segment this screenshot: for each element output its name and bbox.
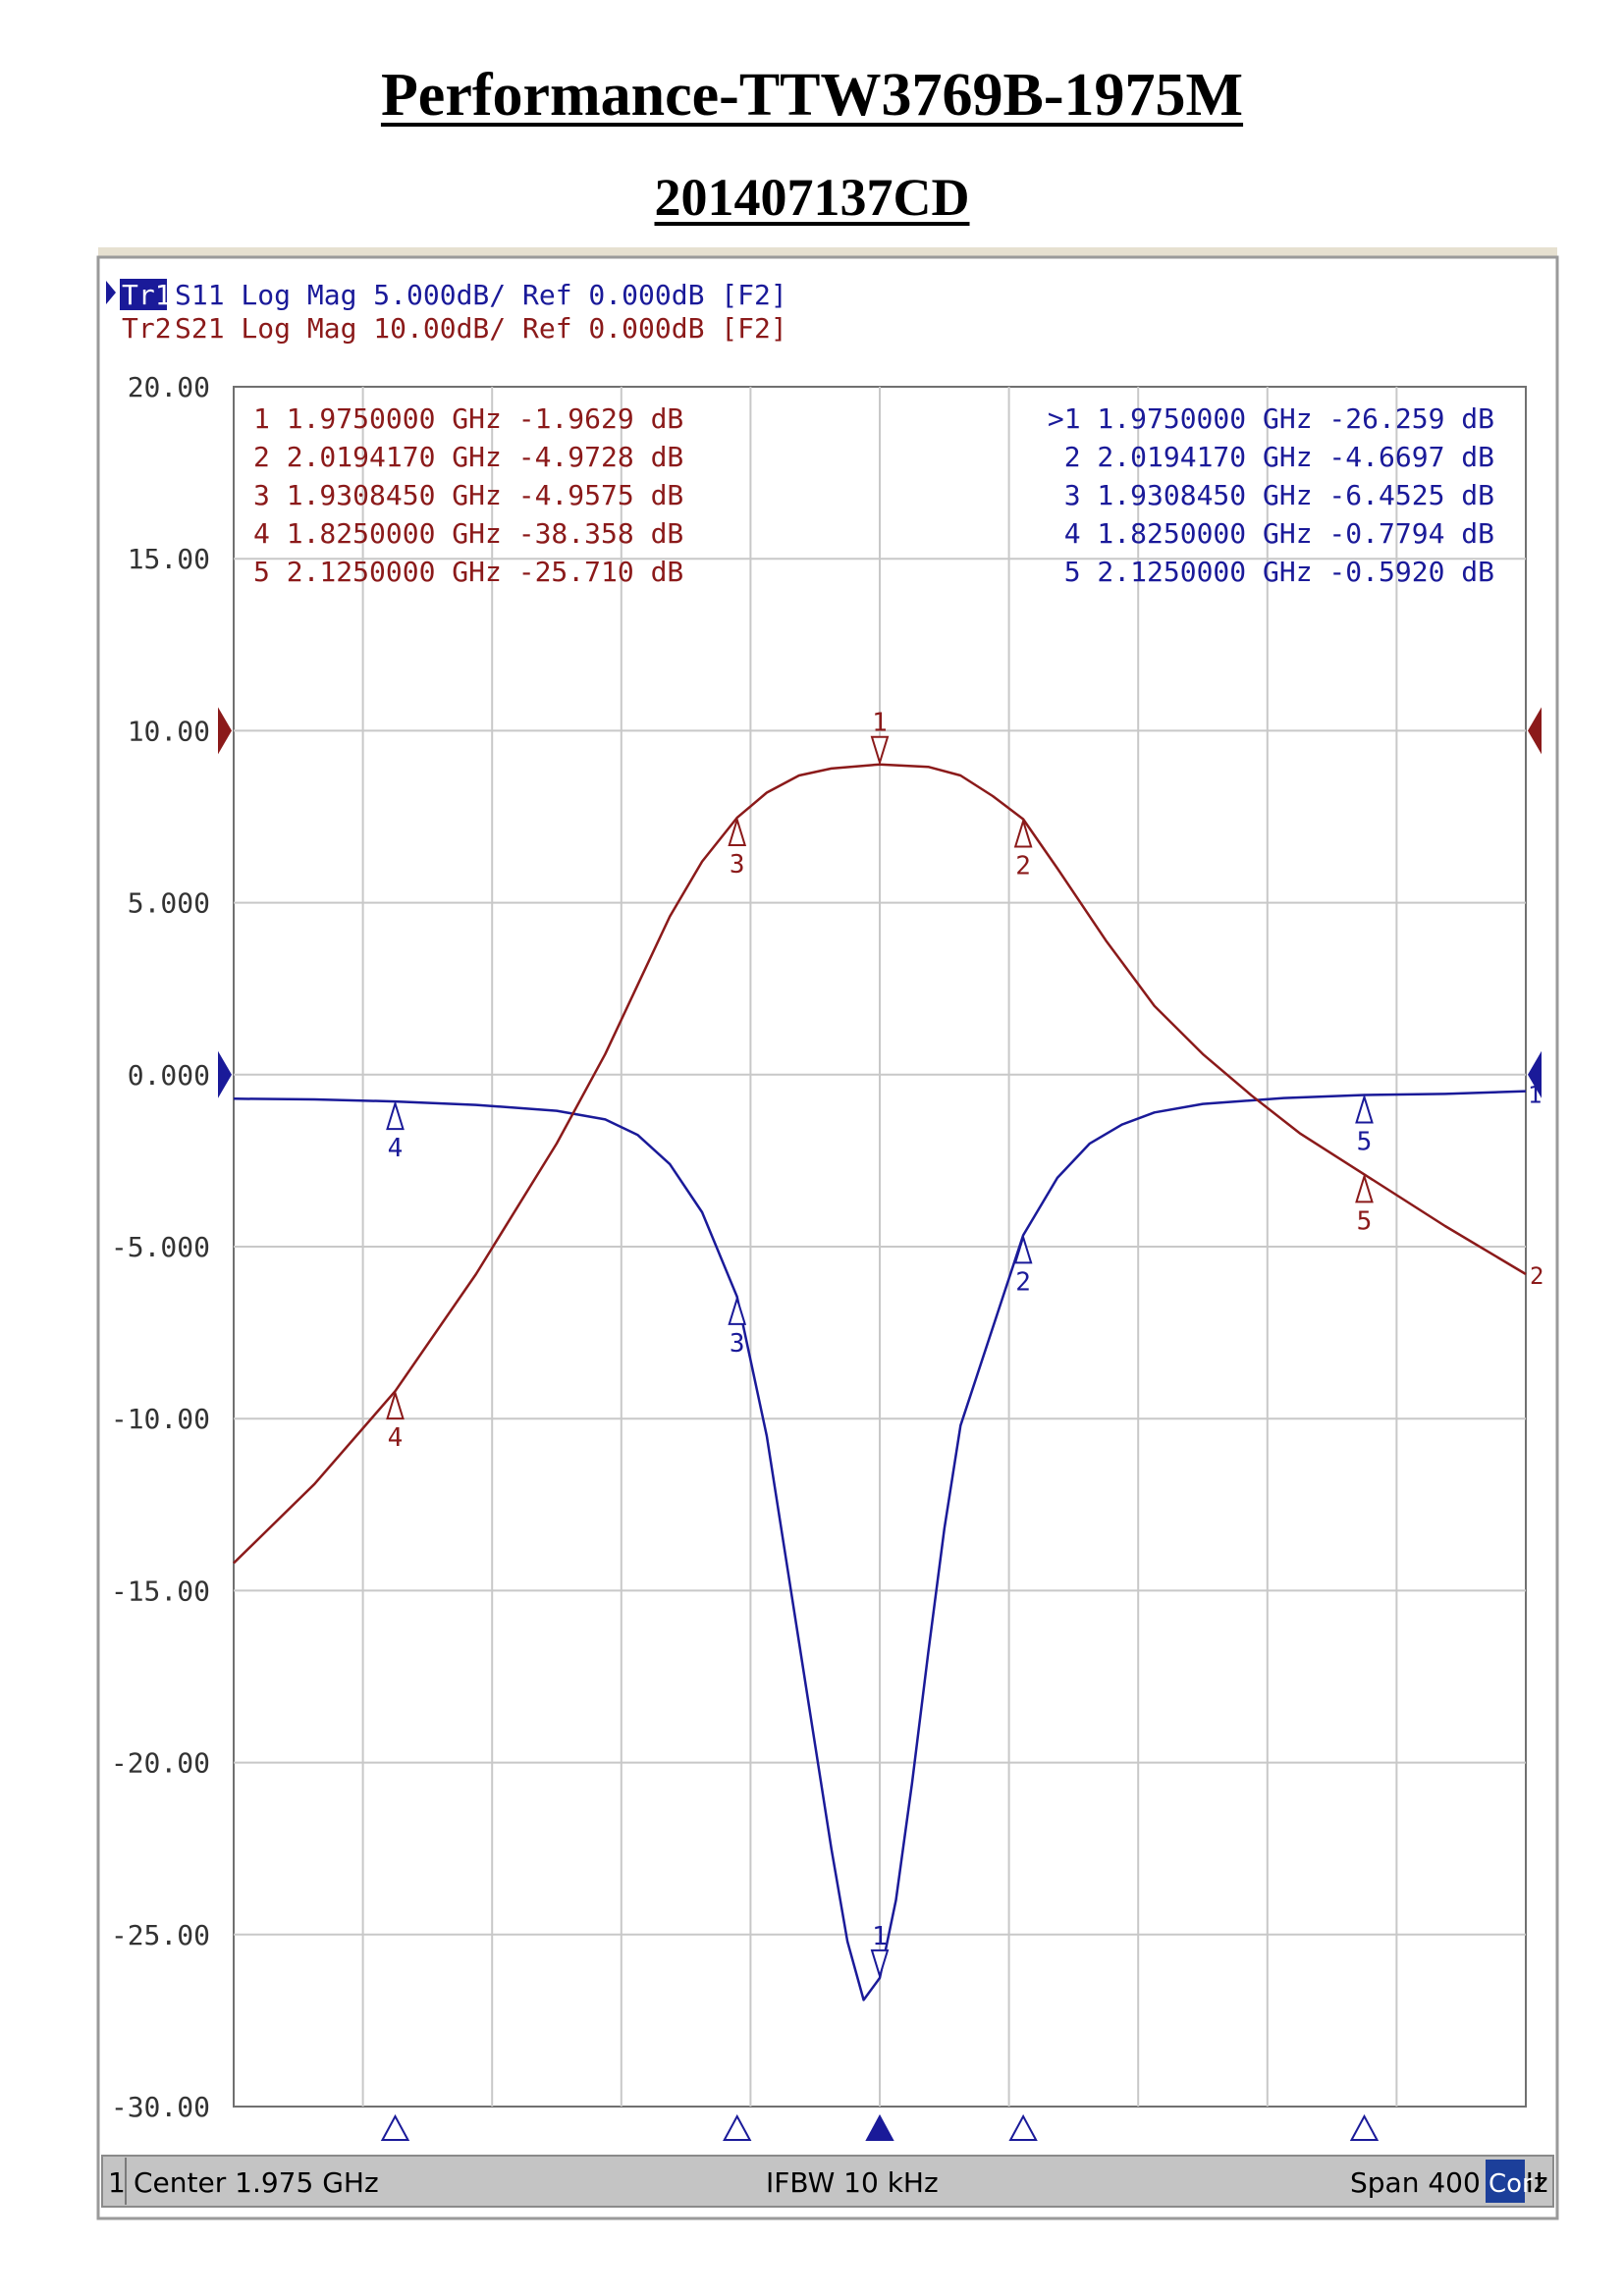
marker-readout-s21: 4 1.8250000 GHz -38.358 dB — [253, 517, 683, 550]
reference-arrows — [218, 707, 1542, 1098]
marker-triangle — [1355, 1173, 1374, 1203]
marker-s21-3: 3 — [728, 816, 747, 880]
marker-number: 3 — [730, 1329, 745, 1359]
bottom-marker-2 — [1008, 2113, 1038, 2141]
ref-arrow-left-s21 — [218, 707, 232, 755]
trace-setting-tr2: S21 Log Mag 10.00dB/ Ref 0.000dB [F2] — [175, 312, 787, 345]
bottom-marker-row — [380, 2113, 1380, 2141]
y-axis-ticks: 20.00 15.00 10.00 5.000 0.000 -5.000 -10.00 -15… — [111, 371, 210, 2123]
marker-number: 4 — [388, 1134, 404, 1163]
status-ifbw: IFBW 10 kHz — [766, 2166, 939, 2199]
marker-readout-s21: 5 2.1250000 GHz -25.710 dB — [253, 556, 683, 588]
marker-number: 5 — [1357, 1128, 1373, 1157]
ref-arrow-left-s11 — [218, 1050, 232, 1098]
marker-triangle — [1013, 1234, 1033, 1264]
marker-number: 5 — [1357, 1206, 1373, 1236]
marker-s21-4: 4 — [386, 1389, 405, 1453]
status-channel: 1 — [108, 2166, 126, 2199]
marker-s11-4: 4 — [386, 1099, 405, 1163]
y-tick-label: -30.00 — [111, 2091, 210, 2123]
y-tick-label: -15.00 — [111, 1575, 210, 1607]
marker-number: 2 — [1015, 1267, 1031, 1297]
marker-readout-s21: 3 1.9308450 GHz -4.9575 dB — [253, 479, 683, 511]
marker-readout-s11: >1 1.9750000 GHz -26.259 dB — [1048, 402, 1494, 435]
marker-s11-1: 1 — [870, 1922, 890, 1980]
marker-number: 1 — [872, 709, 888, 738]
marker-number: 1 — [872, 1922, 888, 1951]
marker-triangle — [386, 1099, 405, 1131]
y-tick-label: -10.00 — [111, 1403, 210, 1435]
marker-number: 3 — [730, 850, 745, 880]
y-tick-label: 15.00 — [128, 543, 210, 575]
marker-number: 2 — [1015, 851, 1031, 881]
marker-readout-s11: 2 2.0194170 GHz -4.6697 dB — [1064, 441, 1494, 473]
ref-arrow-right-s21 — [1528, 707, 1542, 755]
bottom-marker-4 — [380, 2113, 410, 2141]
page-title: Performance-TTW3769B-1975M — [380, 62, 1244, 129]
cor-badge[interactable] — [1486, 2160, 1525, 2203]
marker-readout-s11: 5 2.1250000 GHz -0.5920 dB — [1064, 556, 1494, 588]
trace-headers: Tr1 S11 Log Mag 5.000dB/ Ref 0.000dB [F2]… — [106, 279, 787, 345]
y-tick-label: 10.00 — [128, 715, 210, 747]
bottom-marker-3 — [723, 2113, 752, 2141]
marker-s21-1: 1 — [870, 709, 890, 767]
marker-readout-s21: 2 2.0194170 GHz -4.9728 dB — [253, 441, 683, 473]
status-bar — [101, 2155, 1554, 2208]
y-tick-label: 20.00 — [128, 371, 210, 403]
marker-triangle — [870, 1949, 890, 1980]
page-subtitle: 201407137CD — [654, 168, 970, 227]
marker-triangle — [1013, 818, 1033, 848]
marker-readout-s21: 1 1.9750000 GHz -1.9629 dB — [253, 402, 683, 435]
marker-number: 4 — [388, 1423, 404, 1453]
bottom-marker-1 — [865, 2113, 894, 2141]
y-tick-label: 0.000 — [128, 1059, 210, 1092]
marker-triangle — [870, 735, 890, 767]
active-trace-highlight — [120, 279, 167, 310]
marker-s11-2: 2 — [1013, 1234, 1033, 1297]
marker-s11-3: 3 — [728, 1295, 747, 1359]
status-exclamation: ! — [1534, 2166, 1544, 2199]
trace-label-tr1: Tr1 — [122, 279, 172, 311]
marker-s21-2: 2 — [1013, 818, 1033, 881]
marker-readout-s11: 3 1.9308450 GHz -6.4525 dB — [1064, 479, 1494, 511]
marker-s11-5: 5 — [1355, 1094, 1374, 1157]
y-tick-label: -25.00 — [111, 1919, 210, 1951]
marker-triangle — [728, 1295, 747, 1325]
marker-tables: 1 1.9750000 GHz -1.9629 dB 2 2.0194170 GH… — [253, 402, 1494, 588]
active-trace-arrow — [106, 281, 116, 304]
trace-end-label-s21: 2 — [1530, 1262, 1543, 1290]
cor-label: Cor — [1489, 2169, 1533, 2199]
status-center: Center 1.975 GHz — [134, 2166, 379, 2199]
marker-triangle — [1355, 1094, 1374, 1124]
ref-arrow-right-s11 — [1528, 1050, 1542, 1098]
bottom-marker-5 — [1349, 2113, 1380, 2141]
marker-triangle — [728, 816, 747, 847]
marker-triangle — [386, 1389, 405, 1420]
trace-label-tr2: Tr2 — [122, 312, 172, 345]
marker-s21-5: 5 — [1355, 1173, 1374, 1236]
marker-readout-s11: 4 1.8250000 GHz -0.7794 dB — [1064, 517, 1494, 550]
trace-setting-tr1: S11 Log Mag 5.000dB/ Ref 0.000dB [F2] — [175, 279, 787, 311]
y-tick-label: -20.00 — [111, 1747, 210, 1780]
y-tick-label: 5.000 — [128, 887, 210, 920]
y-tick-label: -5.000 — [111, 1231, 210, 1263]
